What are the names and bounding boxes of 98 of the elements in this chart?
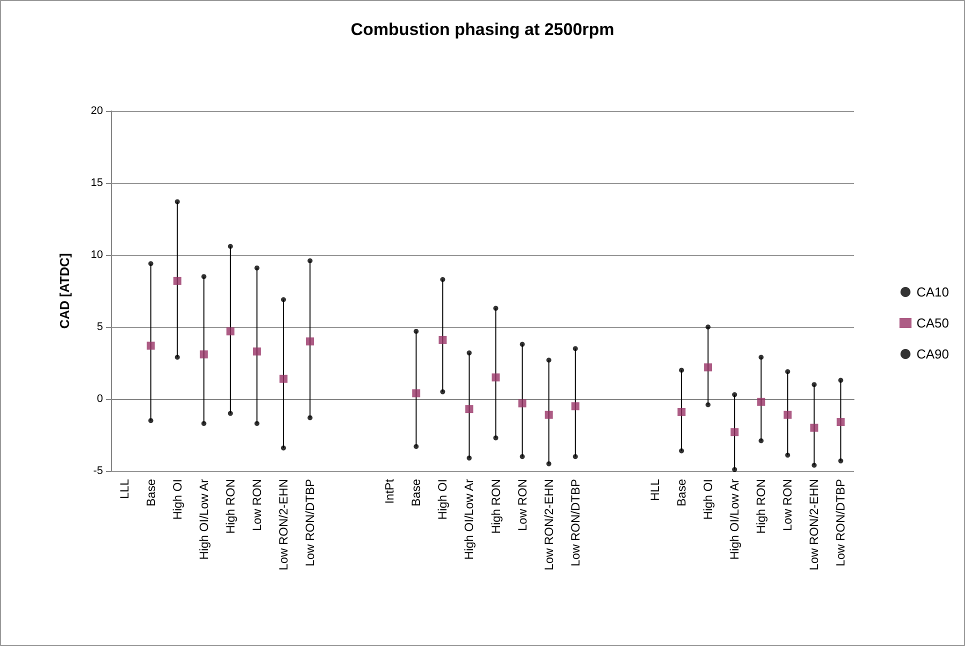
point bbox=[226, 327, 234, 336]
x-tick-label: IntPt bbox=[382, 478, 397, 504]
x-tick-label: Low RON/DTBP bbox=[303, 479, 318, 566]
point bbox=[785, 369, 790, 374]
point bbox=[732, 467, 738, 472]
point bbox=[544, 410, 553, 419]
point bbox=[148, 418, 154, 424]
point bbox=[546, 358, 552, 363]
point bbox=[757, 398, 766, 406]
point bbox=[706, 402, 711, 408]
point bbox=[440, 389, 446, 394]
point bbox=[785, 452, 790, 458]
point bbox=[493, 306, 498, 311]
point bbox=[492, 373, 500, 382]
y-tick-label: 15 bbox=[90, 177, 103, 189]
point bbox=[520, 454, 525, 460]
point bbox=[308, 415, 313, 420]
point bbox=[571, 402, 580, 410]
legend-label: CA10 bbox=[916, 284, 950, 300]
point bbox=[838, 378, 844, 383]
point bbox=[730, 428, 739, 436]
point bbox=[836, 418, 845, 426]
point bbox=[520, 342, 525, 347]
x-tick-label: LLL bbox=[117, 478, 132, 500]
point bbox=[678, 408, 686, 416]
y-axis-title: CAD [ATDC] bbox=[57, 253, 72, 329]
point bbox=[308, 258, 313, 264]
point bbox=[254, 265, 260, 270]
point bbox=[679, 448, 684, 454]
point bbox=[706, 324, 711, 330]
point bbox=[279, 374, 288, 383]
point bbox=[228, 244, 233, 249]
point bbox=[810, 424, 818, 432]
legend-label: CA50 bbox=[916, 316, 950, 330]
x-tick-label: High OI bbox=[701, 479, 716, 520]
point bbox=[758, 354, 764, 360]
y-tick-label: 10 bbox=[90, 249, 103, 261]
point bbox=[201, 274, 206, 280]
point bbox=[732, 392, 738, 398]
point bbox=[173, 276, 182, 285]
y-tick-label: 20 bbox=[90, 105, 103, 117]
point bbox=[572, 346, 578, 352]
point bbox=[465, 405, 474, 414]
point bbox=[414, 328, 419, 334]
x-tick-label: High OI/Low Ar bbox=[728, 479, 742, 560]
x-tick-label: Low RON/2-EHN bbox=[276, 479, 290, 570]
point bbox=[466, 350, 472, 356]
x-tick-label: Base bbox=[674, 478, 689, 506]
point bbox=[306, 337, 314, 346]
x-tick-label: Low RON/DTBP bbox=[568, 479, 582, 566]
point bbox=[812, 462, 817, 468]
point bbox=[518, 399, 526, 408]
x-tick-label: High OI/Low Ar bbox=[196, 479, 211, 560]
point bbox=[228, 410, 233, 416]
y-tick-label: 0 bbox=[96, 393, 103, 405]
x-tick-label: Base bbox=[409, 478, 424, 506]
point bbox=[440, 276, 446, 282]
point bbox=[148, 261, 154, 266]
point bbox=[493, 435, 498, 440]
point bbox=[201, 420, 206, 426]
point bbox=[280, 445, 286, 450]
point bbox=[280, 297, 286, 302]
point bbox=[254, 420, 260, 426]
point bbox=[146, 342, 155, 350]
legend-label: CA90 bbox=[916, 346, 950, 362]
point bbox=[546, 461, 552, 466]
x-tick-label: High RON bbox=[223, 479, 238, 534]
point bbox=[679, 368, 684, 373]
point bbox=[838, 458, 844, 464]
point bbox=[466, 456, 472, 461]
point bbox=[758, 438, 764, 444]
point bbox=[174, 354, 180, 360]
x-tick-label: Low RON/DTBP bbox=[834, 479, 848, 566]
x-tick-label: High OI bbox=[170, 479, 184, 520]
x-tick-label: High RON bbox=[488, 479, 503, 534]
point bbox=[784, 410, 792, 419]
point bbox=[252, 347, 261, 356]
point bbox=[438, 336, 447, 344]
point bbox=[812, 382, 817, 388]
x-tick-label: High OI/Low Ar bbox=[462, 479, 476, 560]
point bbox=[704, 363, 712, 372]
x-tick-label: Base bbox=[144, 478, 158, 506]
point bbox=[412, 389, 420, 398]
x-tick-label: Low RON/2-EHN bbox=[542, 479, 556, 570]
y-tick-label: 5 bbox=[96, 321, 103, 333]
x-tick-label: Low RON bbox=[515, 479, 530, 532]
x-tick-label: High RON bbox=[754, 479, 768, 534]
y-tick-label: -5 bbox=[93, 465, 103, 477]
point bbox=[174, 199, 180, 204]
x-tick-label: High OI bbox=[436, 479, 450, 520]
x-tick-label: Low RON/2-EHN bbox=[807, 479, 822, 570]
point bbox=[200, 350, 208, 358]
x-tick-label: Low RON bbox=[250, 479, 264, 532]
chart-title: Combustion phasing at 2500rpm bbox=[350, 20, 614, 39]
point bbox=[414, 444, 419, 450]
point bbox=[572, 454, 578, 460]
x-tick-label: HLL bbox=[648, 478, 662, 502]
x-tick-label: Low RON bbox=[780, 479, 795, 532]
